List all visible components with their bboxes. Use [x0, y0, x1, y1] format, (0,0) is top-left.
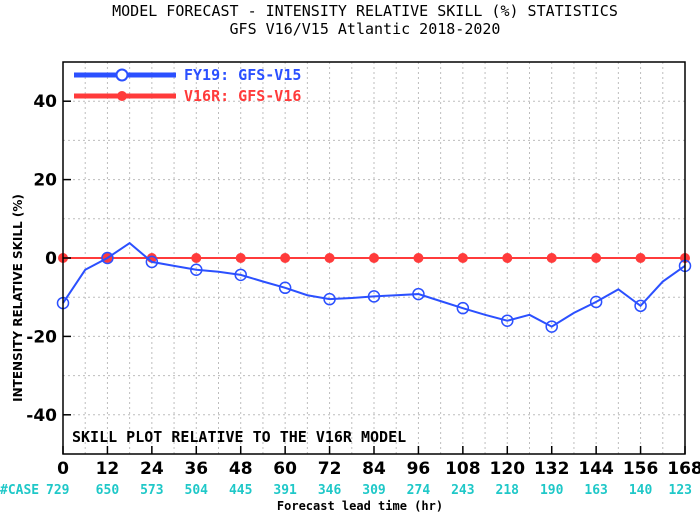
- x-tick-label: 12: [96, 459, 120, 479]
- axis-ticks: 0 12 24 36 48 60 72 84 96 108 120 132 144 156 168 -40 -2…: [26, 92, 700, 479]
- x-tick-label: 24: [140, 459, 164, 479]
- series-v16-point: [413, 253, 424, 263]
- chart-title: MODEL FORECAST - INTENSITY RELATIVE SKIL…: [112, 2, 618, 20]
- series-v15-marker: [278, 281, 292, 295]
- case-row-label: #CASE: [0, 483, 39, 498]
- series-v16-point: [324, 253, 335, 263]
- x-tick-label: 72: [318, 459, 342, 479]
- x-tick-label: 156: [623, 459, 659, 479]
- x-tick-label: 132: [534, 459, 570, 479]
- annotation-text: SKILL PLOT RELATIVE TO THE V16R MODEL: [72, 428, 406, 446]
- case-count: 391: [273, 483, 297, 498]
- x-tick-label: 84: [362, 459, 386, 479]
- case-count: 140: [629, 483, 653, 498]
- y-tick-label: -20: [26, 327, 57, 347]
- series-v16-point: [235, 253, 246, 263]
- series-v15-marker: [145, 255, 159, 269]
- legend-label: V16R: GFS-V16: [184, 87, 301, 105]
- x-tick-label: 96: [407, 459, 431, 479]
- case-count: 123: [669, 483, 692, 498]
- y-tick-label: 20: [33, 171, 57, 191]
- series-v15-marker: [501, 314, 514, 327]
- case-count: 163: [584, 483, 607, 498]
- series-v15-marker: [456, 301, 470, 315]
- case-count: 243: [451, 483, 474, 498]
- case-count: 729: [46, 483, 69, 498]
- x-tick-label: 144: [578, 459, 614, 479]
- series-v15-marker: [412, 287, 425, 301]
- series-v15-marker: [589, 295, 603, 309]
- case-count-row: #CASE 729 650 573 504 445 391 346 309 274 243 218 19…: [0, 483, 692, 498]
- x-tick-label: 60: [273, 459, 297, 479]
- case-count: 573: [140, 483, 163, 498]
- case-count: 504: [185, 483, 209, 498]
- x-axis-label: Forecast lead time (hr): [277, 499, 443, 513]
- y-tick-label: -40: [26, 406, 57, 426]
- series-v15-marker: [367, 290, 381, 303]
- series-v16-point: [546, 253, 557, 263]
- case-count: 309: [362, 483, 385, 498]
- case-count: 274: [407, 483, 431, 498]
- case-count: 650: [96, 483, 120, 498]
- case-count: 346: [318, 483, 342, 498]
- legend-marker: [115, 68, 129, 82]
- series-v16-point: [369, 253, 379, 263]
- series-v16-point: [191, 253, 202, 263]
- series-v15-marker: [190, 263, 203, 277]
- legend-marker: [117, 91, 127, 101]
- chart-subtitle: GFS V16/V15 Atlantic 2018-2020: [230, 20, 501, 38]
- series-v16-point: [591, 253, 602, 263]
- x-tick-label: 120: [490, 459, 526, 479]
- y-tick-label: 0: [45, 249, 57, 269]
- series-v15-marker: [101, 251, 114, 265]
- series-v16-point: [280, 253, 291, 263]
- x-tick-label: 36: [184, 459, 208, 479]
- series-v15-line: [62, 241, 686, 328]
- case-count: 445: [229, 483, 252, 498]
- series-v16-point: [457, 253, 468, 263]
- series-v15-marker: [323, 292, 336, 306]
- x-tick-label: 48: [229, 459, 253, 479]
- series-v15-marker: [634, 299, 647, 313]
- y-axis-label: INTENSITY RELATIVE SKILL (%): [11, 194, 25, 402]
- legend-label: FY19: GFS-V15: [184, 66, 301, 84]
- series-v16-point: [502, 253, 513, 263]
- x-tick-label: 108: [445, 459, 481, 479]
- series-layer: [56, 241, 692, 333]
- x-tick-label: 168: [667, 459, 700, 479]
- series-v15-marker: [545, 320, 558, 333]
- x-tick-label: 0: [57, 459, 69, 479]
- series-v15-marker: [234, 268, 247, 282]
- series-v16-point: [635, 253, 646, 263]
- y-tick-label: 40: [33, 92, 57, 112]
- legend: FY19: GFS-V15 V16R: GFS-V16: [74, 66, 301, 105]
- case-count: 190: [540, 483, 564, 498]
- case-count: 218: [496, 483, 520, 498]
